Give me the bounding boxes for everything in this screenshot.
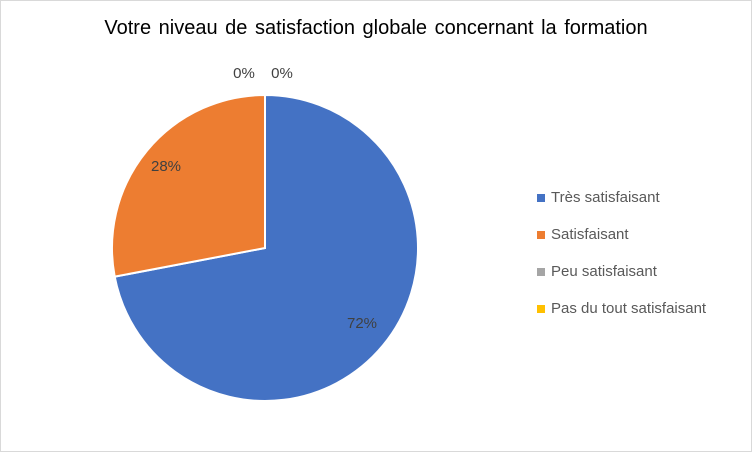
data-label-tr-s-satisfaisant: 72% [347, 315, 377, 332]
legend-item-satisfaisant: Satisfaisant [537, 216, 706, 253]
legend-swatch [537, 193, 545, 202]
data-label-peu-satisfaisant: 0% [233, 65, 255, 82]
pie-slice-satisfaisant [111, 93, 266, 278]
legend-swatch [537, 304, 545, 313]
legend-label: Très satisfaisant [551, 189, 660, 206]
chart-legend: Très satisfaisant Satisfaisant Peu satisfa… [537, 179, 706, 327]
legend-item-peu-satisfaisant: Peu satisfaisant [537, 253, 706, 290]
data-label-pas-du-tout-satisfaisant: 0% [271, 65, 293, 82]
legend-label: Peu satisfaisant [551, 263, 657, 280]
legend-item-tr-s-satisfaisant: Très satisfaisant [537, 179, 706, 216]
legend-swatch [537, 230, 545, 239]
legend-label: Pas du tout satisfaisant [551, 300, 707, 317]
pie-slice-tr-s-satisfaisant [113, 93, 419, 402]
legend-swatch [537, 267, 545, 276]
chart-title: Votre niveau de satisfaction globale con… [104, 17, 648, 39]
legend-item-pas-du-tout-satisfaisant: Pas du tout satisfaisant [537, 290, 706, 327]
data-label-satisfaisant: 28% [151, 158, 181, 175]
legend-label: Satisfaisant [551, 226, 629, 243]
